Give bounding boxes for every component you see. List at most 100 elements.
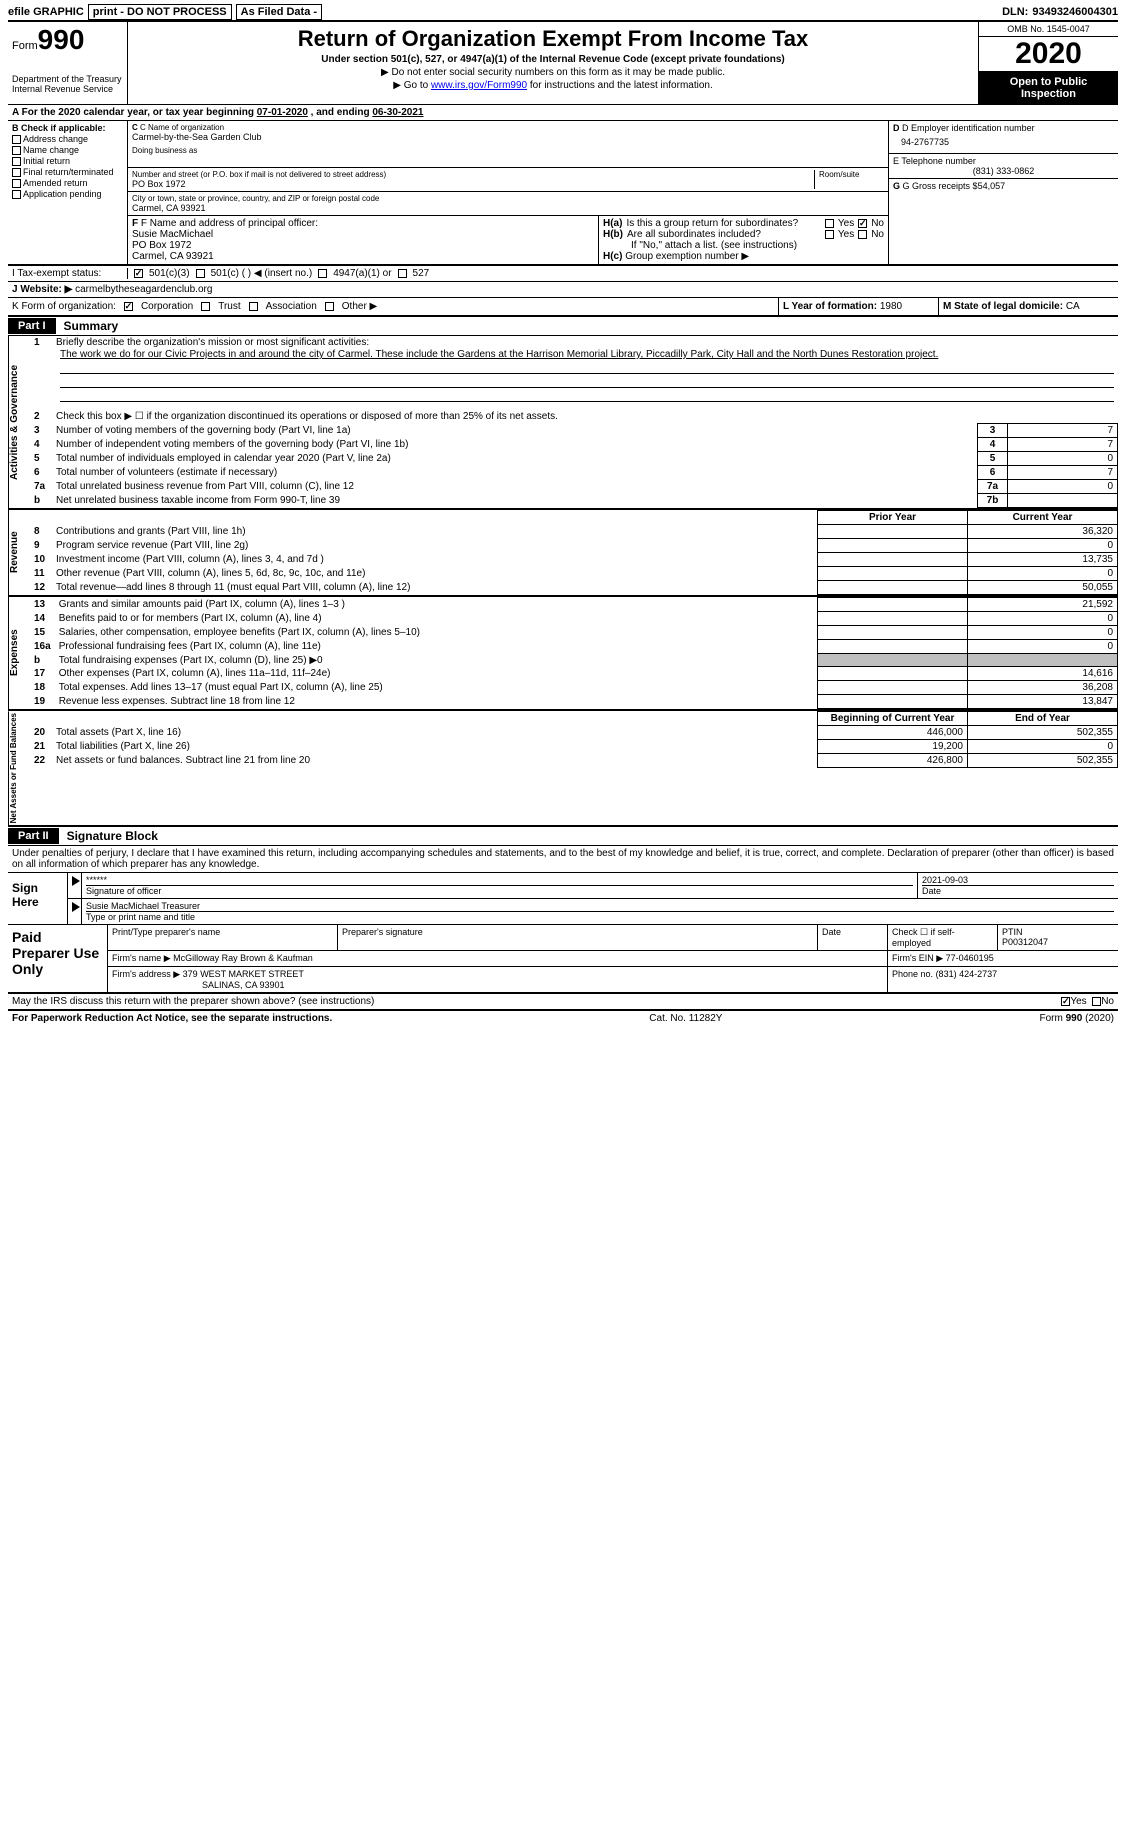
chk-527[interactable] (398, 269, 407, 278)
org-name: Carmel-by-the-Sea Garden Club (132, 132, 884, 142)
ha-no[interactable] (858, 219, 867, 228)
ha-yes[interactable] (825, 219, 834, 228)
year-begin: 07-01-2020 (257, 107, 308, 118)
line11-curr: 0 (968, 567, 1118, 581)
expenses-table: 13Grants and similar amounts paid (Part … (30, 597, 1118, 709)
type-name-label: Type or print name and title (86, 912, 1114, 922)
form-label: Form (12, 40, 38, 52)
open-to-public: Open to Public Inspection (979, 72, 1118, 104)
mission-text: The work we do for our Civic Projects in… (30, 349, 1118, 362)
line7a-val: 0 (1008, 480, 1118, 494)
form-title: Return of Organization Exempt From Incom… (134, 26, 972, 52)
irs-link[interactable]: www.irs.gov/Form990 (431, 80, 527, 91)
part1-title: Summary (56, 317, 127, 335)
chk-final-return[interactable] (12, 168, 21, 177)
hb-no[interactable] (858, 230, 867, 239)
dln-label: DLN: (1002, 6, 1028, 18)
chk-501c3[interactable] (134, 269, 143, 278)
form-subtitle: Under section 501(c), 527, or 4947(a)(1)… (134, 54, 972, 65)
firm-addr1: 379 WEST MARKET STREET (183, 969, 304, 979)
col-c-org: C C Name of organization Carmel-by-the-S… (128, 121, 888, 264)
expenses-section: Expenses 13Grants and similar amounts pa… (8, 597, 1118, 711)
line9-curr: 0 (968, 539, 1118, 553)
irs-discuss-row: May the IRS discuss this return with the… (8, 994, 1118, 1011)
chk-trust[interactable] (201, 302, 210, 311)
gross-value: 54,057 (978, 181, 1006, 191)
line16a-curr: 0 (968, 640, 1118, 654)
name-label: C C Name of organization (132, 123, 884, 132)
room-label: Room/suite (819, 170, 884, 179)
chk-4947[interactable] (318, 269, 327, 278)
arrow-icon-2 (72, 902, 80, 912)
firm-addr2: SALINAS, CA 93901 (112, 980, 285, 990)
firm-ein: 77-0460195 (946, 953, 994, 963)
irs-yes[interactable] (1061, 997, 1070, 1006)
self-employed: Check ☐ if self-employed (888, 925, 998, 950)
efile-header: efile GRAPHIC print - DO NOT PROCESS As … (8, 4, 1118, 20)
chk-501c[interactable] (196, 269, 205, 278)
chk-initial-return[interactable] (12, 157, 21, 166)
chk-corp[interactable] (124, 302, 133, 311)
line7b-val (1008, 494, 1118, 508)
chk-app-pending[interactable] (12, 190, 21, 199)
hb-yes[interactable] (825, 230, 834, 239)
part1-header: Part I Summary (8, 317, 1118, 336)
line10-curr: 13,735 (968, 553, 1118, 567)
line21-end: 0 (968, 740, 1118, 754)
perjury-statement: Under penalties of perjury, I declare th… (8, 846, 1118, 872)
officer-addr2: Carmel, CA 93921 (132, 251, 594, 262)
form-org-row: K Form of organization: Corporation Trus… (8, 298, 1118, 317)
chk-assoc[interactable] (249, 302, 258, 311)
officer-label: F F Name and address of principal office… (132, 218, 594, 229)
line22-beg: 426,800 (818, 754, 968, 768)
line20-beg: 446,000 (818, 726, 968, 740)
mission-blank-2 (60, 376, 1114, 388)
cat-no: Cat. No. 11282Y (649, 1013, 722, 1024)
firm-name: McGilloway Ray Brown & Kaufman (173, 953, 313, 963)
prep-date-label: Date (818, 925, 888, 950)
part2-tag: Part II (8, 828, 59, 844)
form-number: 990 (38, 24, 85, 55)
sign-here-block: Sign Here ****** Signature of officer 20… (8, 872, 1118, 925)
chk-other[interactable] (325, 302, 334, 311)
state-domicile: CA (1066, 301, 1080, 312)
col-d: D D Employer identification number 94-27… (888, 121, 1118, 264)
officer-addr1: PO Box 1972 (132, 240, 594, 251)
paid-preparer-label: Paid Preparer Use Only (8, 925, 108, 992)
sig-officer-label: Signature of officer (86, 886, 913, 896)
line22-end: 502,355 (968, 754, 1118, 768)
phone-value: (831) 333-0862 (893, 166, 1114, 176)
q2-text: Check this box ▶ ☐ if the organization d… (56, 411, 1114, 422)
paid-preparer-block: Paid Preparer Use Only Print/Type prepar… (8, 925, 1118, 994)
irs-no[interactable] (1092, 997, 1101, 1006)
line8-curr: 36,320 (968, 525, 1118, 539)
city-label: City or town, state or province, country… (132, 194, 884, 203)
org-info-section: B Check if applicable: Address change Na… (8, 121, 1118, 266)
q1-text: Briefly describe the organization's miss… (56, 337, 1114, 348)
tax-exempt-row: I Tax-exempt status: 501(c)(3) 501(c) ( … (8, 266, 1118, 282)
year-formation: 1980 (880, 301, 902, 312)
part2-header: Part II Signature Block (8, 827, 1118, 846)
irs-discuss-text: May the IRS discuss this return with the… (12, 996, 1061, 1007)
paperwork-notice: For Paperwork Reduction Act Notice, see … (12, 1013, 332, 1024)
ein-label: D D Employer identification number (893, 123, 1114, 133)
form-header: Form990 Department of the Treasury Inter… (8, 20, 1118, 105)
vtab-netassets: Net Assets or Fund Balances (8, 711, 30, 825)
mission-blank-3 (60, 390, 1114, 402)
line18-curr: 36,208 (968, 681, 1118, 695)
dba-label: Doing business as (132, 146, 884, 155)
org-address: PO Box 1972 (132, 179, 814, 189)
chk-amended[interactable] (12, 179, 21, 188)
h-section: H(a) Is this a group return for subordin… (598, 216, 888, 264)
chk-name-change[interactable] (12, 146, 21, 155)
pt-name-label: Print/Type preparer's name (108, 925, 338, 950)
officer-name-title: Susie MacMichael Treasurer (86, 901, 1114, 912)
chk-address-change[interactable] (12, 135, 21, 144)
addr-label: Number and street (or P.O. box if mail i… (132, 170, 814, 179)
officer-name: Susie MacMichael (132, 229, 594, 240)
vtab-ag: Activities & Governance (8, 336, 30, 508)
line17-curr: 14,616 (968, 667, 1118, 681)
col-b-title: B Check if applicable: (12, 123, 123, 133)
dept-treasury: Department of the Treasury Internal Reve… (12, 74, 123, 94)
net-assets-section: Net Assets or Fund Balances Beginning of… (8, 711, 1118, 827)
